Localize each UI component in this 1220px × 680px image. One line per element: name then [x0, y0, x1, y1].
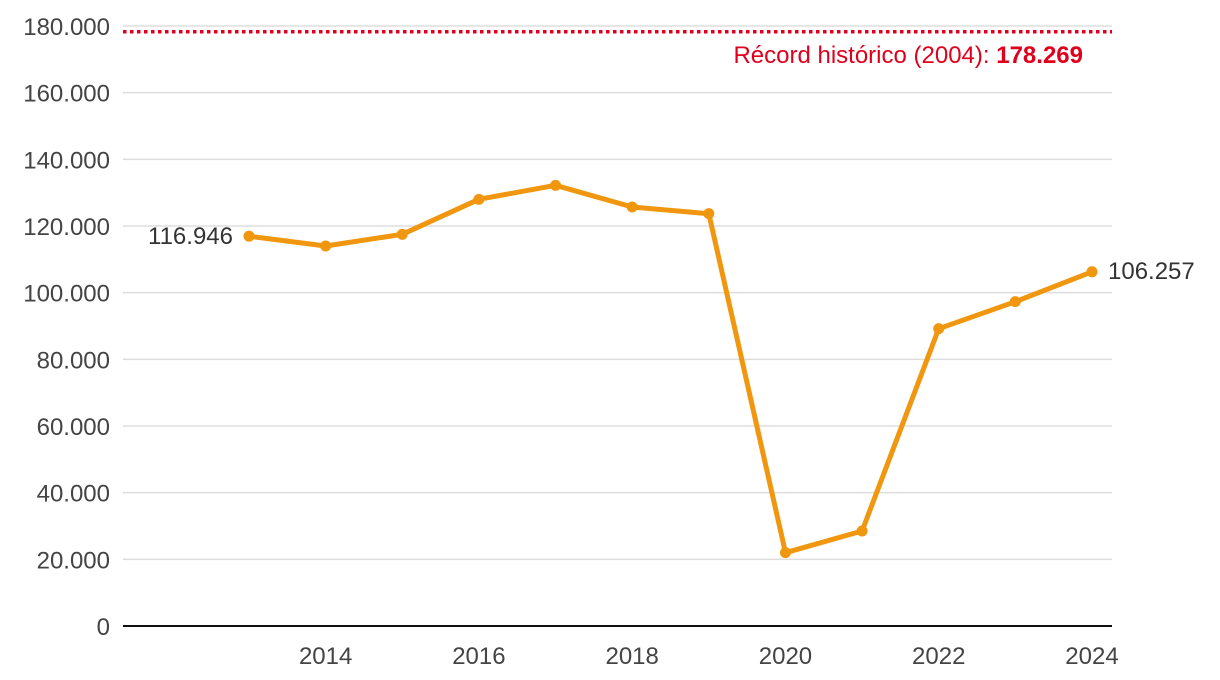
data-point: [626, 201, 638, 213]
x-axis-ticks: 2014 2016 2018 2020 2022 2024: [299, 643, 1119, 670]
y-axis-ticks: 0 20.000 40.000 60.000 80.000 100.000 120.000 1…: [23, 14, 110, 641]
x-tick-label: 2022: [912, 643, 965, 670]
start-value-label: 116.946: [148, 223, 233, 250]
x-tick-label: 2018: [605, 643, 658, 670]
grid-lines: [123, 25, 1112, 561]
data-point: [243, 230, 255, 242]
x-tick-label: 2014: [299, 643, 352, 670]
y-tick-label: 100.000: [23, 281, 110, 308]
record-annotation: Récord histórico (2004): 178.269: [733, 42, 1083, 69]
series-points: [243, 179, 1098, 559]
record-label-prefix: Récord histórico (2004):: [733, 42, 996, 69]
y-tick-label: 120.000: [23, 214, 110, 241]
data-point: [703, 208, 715, 220]
y-tick-label: 40.000: [37, 481, 110, 508]
series-line: [246, 182, 1095, 556]
data-point: [856, 525, 868, 537]
record-label-value: 178.269: [996, 42, 1083, 69]
y-tick-label: 140.000: [23, 147, 110, 174]
y-tick-label: 0: [97, 614, 110, 641]
y-tick-label: 80.000: [37, 347, 110, 374]
x-tick-label: 2016: [452, 643, 505, 670]
y-tick-label: 20.000: [37, 547, 110, 574]
data-point: [473, 193, 485, 205]
x-tick-label: 2020: [759, 643, 812, 670]
end-value-label: 106.257: [1108, 258, 1195, 285]
data-point: [779, 547, 791, 559]
data-point: [396, 228, 408, 240]
y-tick-label: 160.000: [23, 81, 110, 108]
y-tick-label: 60.000: [37, 414, 110, 441]
x-tick-label: 2024: [1065, 643, 1118, 670]
data-point: [1086, 266, 1098, 278]
data-point: [1009, 296, 1021, 308]
data-point: [933, 323, 945, 335]
data-point: [320, 240, 332, 252]
data-point: [550, 179, 562, 191]
y-tick-label: 180.000: [23, 14, 110, 41]
